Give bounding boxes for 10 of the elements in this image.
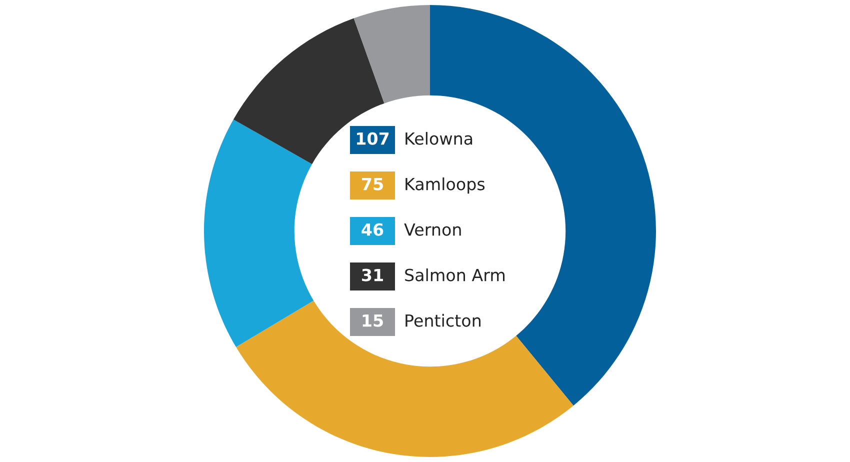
data-label: 46 [362,223,384,236]
data-label: 107 [356,132,389,145]
data-label: 15 [362,314,383,327]
legend-label: Salmon Arm [405,268,504,282]
legend-label: Kamloops [406,177,485,194]
legend-label: Kelowna [406,132,472,145]
legend-label: Vernon [404,223,461,236]
data-label: 31 [362,268,383,282]
legend-label: Penticton [406,314,480,327]
data-label: 75 [362,178,383,190]
